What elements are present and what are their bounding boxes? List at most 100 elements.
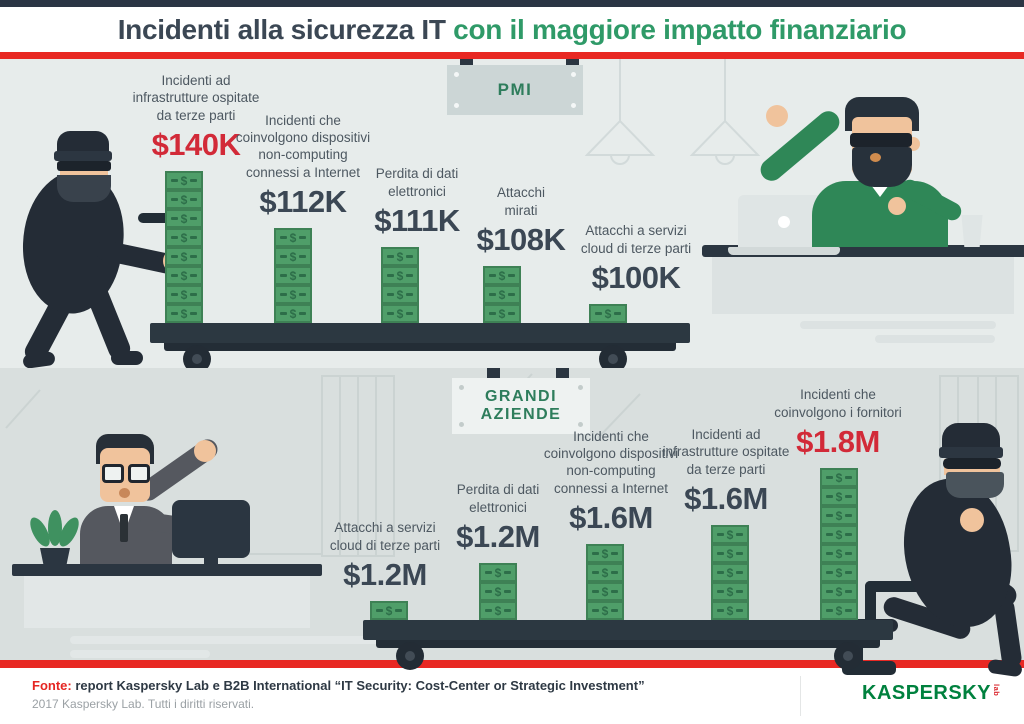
wheel-hub [843, 651, 853, 661]
money-bill: $ [711, 544, 749, 563]
manager-glasses-lens [128, 464, 150, 483]
bar-value: $108K [476, 222, 566, 257]
money-stack: $ $ $ [479, 563, 517, 620]
money-bill: $ [820, 525, 858, 544]
sign-post [566, 59, 579, 70]
worker-mouth [870, 153, 881, 162]
money-stack: $ $ $ [483, 266, 521, 323]
thief-sunglasses [943, 458, 1001, 469]
sign-screw [571, 72, 576, 77]
sign-screw [578, 422, 583, 427]
money-bill: $ [586, 601, 624, 620]
red-accent-bar-bottom [0, 660, 1024, 668]
bar-value: $140K [151, 127, 241, 162]
thief-foot [111, 351, 143, 365]
laptop-base [728, 247, 840, 255]
source-line: Fonte: report Kaspersky Lab e B2B Intern… [32, 678, 645, 693]
sign-screw [459, 385, 464, 390]
pmi-sign: PMI [447, 65, 583, 115]
money-stack: $ $ $ $ $ [711, 525, 749, 620]
money-bill: $ [381, 266, 419, 285]
money-bill: $ [165, 171, 203, 190]
money-bill: $ [586, 563, 624, 582]
cart-wheel [834, 642, 862, 670]
page-title: Incidenti alla sicurezza IT con il maggi… [118, 14, 907, 46]
bar-category-label: Incidenti ad infrastrutture ospitate da … [132, 73, 260, 123]
money-stack: $ $ $ $ $ [274, 228, 312, 323]
money-bill: $ [479, 582, 517, 601]
monitor [172, 500, 250, 558]
cart-platform [363, 620, 893, 640]
money-bill: $ [370, 601, 408, 620]
bar-annotation: Incidenti che coinvolgono dispositivi no… [516, 428, 706, 536]
wheel-hub [608, 354, 618, 364]
money-bill: $ [274, 228, 312, 247]
sign-post [460, 59, 473, 70]
desk-front [712, 257, 1014, 314]
bar-annotation: Incidenti che coinvolgono i fornitori $1.… [743, 386, 933, 460]
money-bill: $ [165, 190, 203, 209]
kaspersky-logo: KASPERSKY lab [862, 682, 1001, 705]
sign-post [487, 368, 500, 381]
money-bill: $ [165, 304, 203, 323]
chart-grandi-aziende: $ Attacchi a servizi cloud di terze parti… [0, 368, 1024, 660]
money-bill: $ [711, 563, 749, 582]
worker-sunglasses [850, 133, 912, 147]
footer-divider [800, 676, 801, 716]
bar-annotation: Incidenti ad infrastrutture ospitate da … [109, 72, 284, 163]
bar-category-label: Incidenti che coinvolgono dispositivi no… [543, 428, 679, 496]
bar-value: $111K [374, 203, 460, 238]
money-bill: $ [381, 247, 419, 266]
desk-front [24, 576, 310, 628]
sign-screw [459, 422, 464, 427]
kaspersky-logo-text: KASPERSKY [862, 682, 991, 704]
sign-screw [578, 385, 583, 390]
footer: Fonte: report Kaspersky Lab e B2B Intern… [0, 668, 1024, 724]
manager-fist [194, 440, 216, 462]
chart-pmi: $ $ $ $ $ $ $ $ Incidenti ad infrastrutture ospi… [0, 59, 1024, 368]
bar-category-label: Perdita di dati elettronici [456, 482, 540, 515]
money-bill: $ [479, 563, 517, 582]
money-bill: $ [820, 582, 858, 601]
bar-category-label: Perdita di dati elettronici [375, 166, 459, 199]
bar-value: $1.6M [684, 481, 768, 516]
title-band: Incidenti alla sicurezza IT con il maggi… [0, 7, 1024, 52]
desk-top [12, 564, 322, 576]
coffee-cup [961, 215, 983, 247]
pmi-sign-label: PMI [497, 79, 533, 99]
money-bill: $ [381, 285, 419, 304]
money-bill: $ [711, 582, 749, 601]
section-grandi-aziende: GRANDI AZIENDE [0, 368, 1024, 678]
sign-screw [454, 103, 459, 108]
money-bill: $ [274, 247, 312, 266]
money-stack: $ $ $ $ [381, 247, 419, 323]
money-stack: $ [370, 601, 408, 620]
title-green-part: con il maggiore impatto finanziario [445, 13, 907, 45]
money-bill: $ [165, 228, 203, 247]
money-bill: $ [274, 285, 312, 304]
manager-glasses-lens [102, 464, 124, 483]
money-bill: $ [483, 285, 521, 304]
section-pmi: PMI [0, 59, 1024, 373]
worker-hand [888, 197, 906, 215]
manager-mouth [119, 488, 130, 498]
kaspersky-lab-text: lab [991, 683, 1001, 696]
wheel-hub [192, 354, 202, 364]
source-text: report Kaspersky Lab e B2B International… [71, 678, 645, 693]
bar-annotation: Incidenti che coinvolgono dispositivi no… [211, 112, 396, 220]
bar-annotation: Incidenti ad infrastrutture ospitate da … [639, 426, 814, 517]
grandi-aziende-sign-label: GRANDI AZIENDE [480, 388, 562, 423]
cart-platform-lip [164, 343, 676, 351]
money-stack: $ [589, 304, 627, 323]
thief-beanie-band [939, 447, 1003, 458]
money-bill: $ [381, 304, 419, 323]
title-dark-part: Incidenti alla sicurezza IT [117, 13, 446, 45]
bar-value: $112K [259, 184, 347, 219]
money-bill: $ [820, 563, 858, 582]
bar-annotation: Perdita di dati elettronici $111K [350, 165, 485, 239]
cart-platform-lip [376, 640, 880, 648]
money-bill: $ [165, 209, 203, 228]
money-bill: $ [274, 304, 312, 323]
money-bill: $ [820, 468, 858, 487]
